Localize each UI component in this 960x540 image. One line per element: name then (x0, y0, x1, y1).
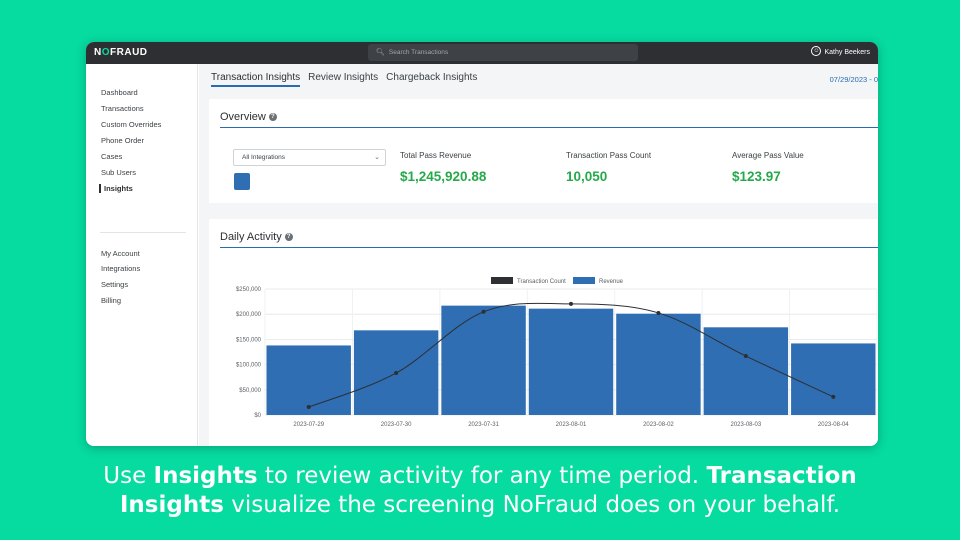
legend-label-revenue: Revenue (599, 279, 624, 285)
transaction-count-point (306, 405, 311, 410)
daily-activity-chart: $0 $50,000 $100,000 $150,000 $200,000 $250,00… (236, 277, 878, 428)
tab-chargeback-insights[interactable]: Chargeback Insights (386, 72, 478, 83)
transaction-count-point (656, 310, 661, 315)
app-window: NOFRAUD 🔍︎ Search Transactions ☺ Kathy Bee… (86, 42, 878, 446)
y-tick-label: $200,000 (236, 312, 262, 318)
revenue-bar (266, 345, 351, 415)
tab-transaction-insights[interactable]: Transaction Insights (211, 72, 301, 87)
y-tick-label: $100,000 (236, 363, 262, 369)
sidebar-item-dashboard[interactable]: Dashboard (101, 88, 138, 97)
sidebar-item-cases[interactable]: Cases (101, 152, 123, 161)
transaction-pass-count-label: Transaction Pass Count (566, 151, 652, 160)
user-avatar-icon: ☺ (811, 46, 822, 56)
date-range-picker[interactable]: 07/29/2023 - 0 (829, 75, 878, 84)
x-tick-label: 2023-08-03 (731, 422, 762, 428)
daily-activity-card: Daily Activity? $0 $50,000 $100,000 $150,00… (209, 219, 878, 446)
transaction-count-point (569, 301, 573, 306)
sidebar-item-phone-order[interactable]: Phone Order (101, 136, 144, 145)
legend-label-transaction-count: Transaction Count (517, 279, 566, 285)
revenue-bar (703, 327, 789, 415)
help-icon[interactable]: ? (268, 113, 277, 122)
sidebar-divider (100, 232, 186, 233)
sidebar-item-settings[interactable]: Settings (101, 280, 129, 289)
sidebar-item-custom-overrides[interactable]: Custom Overrides (101, 120, 162, 129)
help-icon[interactable]: ? (284, 233, 293, 242)
transaction-count-point (831, 394, 836, 399)
nofraud-logo[interactable]: NOFRAUD (94, 47, 148, 58)
tab-review-insights[interactable]: Review Insights (308, 72, 379, 83)
transaction-count-point (743, 354, 748, 359)
overview-divider (220, 127, 878, 128)
sidebar-item-integrations[interactable]: Integrations (101, 264, 141, 273)
sidebar-item-insights[interactable]: Insights (99, 184, 133, 193)
caption-line-1: Use Insights to review activity for any … (103, 463, 857, 489)
overview-title: Overview? (220, 111, 277, 123)
average-pass-value-value: $123.97 (732, 169, 781, 184)
sidebar-item-my-account[interactable]: My Account (101, 249, 140, 258)
y-tick-label: $250,000 (236, 287, 262, 293)
y-tick-label: $50,000 (239, 388, 261, 394)
sidebar-item-transactions[interactable]: Transactions (101, 104, 144, 113)
legend-swatch-revenue (573, 277, 595, 284)
color-swatch[interactable] (234, 173, 250, 190)
sidebar-item-billing[interactable]: Billing (101, 296, 122, 305)
transaction-pass-count-value: 10,050 (566, 169, 608, 184)
caption-bold-insights: Insights (119, 492, 224, 518)
daily-activity-title: Daily Activity? (220, 231, 293, 243)
search-icon: 🔍︎ (376, 49, 385, 56)
integration-select[interactable]: All Integrations ⌄ (233, 149, 386, 166)
caption-line-2: Insights visualize the screening NoFraud… (119, 492, 841, 518)
chevron-down-icon: ⌄ (374, 154, 380, 161)
revenue-bar (441, 305, 526, 415)
sidebar: Dashboard Transactions Custom Overrides … (86, 64, 198, 446)
x-tick-label: 2023-08-02 (643, 422, 674, 428)
total-pass-revenue-value: $1,245,920.88 (400, 169, 487, 184)
insights-tabs: Transaction Insights Review Insights Charg… (211, 72, 485, 87)
transaction-count-point (481, 309, 486, 314)
revenue-bar (616, 313, 701, 415)
total-pass-revenue-label: Total Pass Revenue (400, 151, 472, 160)
sidebar-item-sub-users[interactable]: Sub Users (101, 168, 137, 177)
revenue-bar (791, 343, 876, 415)
caption-bold-transaction: Transaction (706, 463, 857, 489)
x-tick-label: 2023-07-30 (381, 422, 412, 428)
user-menu[interactable]: ☺ Kathy Beekers (811, 46, 870, 56)
revenue-bar (528, 308, 614, 415)
legend-swatch-transaction-count (491, 277, 513, 284)
overview-card: Overview? All Integrations ⌄ Total Pass R… (209, 99, 878, 203)
x-tick-label: 2023-08-01 (556, 422, 587, 428)
x-tick-label: 2023-07-31 (468, 422, 499, 428)
daily-activity-divider (220, 247, 878, 248)
average-pass-value-label: Average Pass Value (732, 151, 804, 160)
y-tick-label: $0 (254, 413, 261, 419)
transaction-count-point (394, 371, 399, 376)
search-input[interactable]: 🔍︎ Search Transactions (368, 44, 638, 61)
x-tick-label: 2023-07-29 (293, 422, 324, 428)
top-bar: NOFRAUD 🔍︎ Search Transactions ☺ Kathy Bee… (86, 42, 878, 64)
y-tick-label: $150,000 (236, 337, 262, 343)
main-content: Transaction Insights Review Insights Charg… (199, 64, 878, 446)
x-tick-label: 2023-08-04 (818, 422, 849, 428)
